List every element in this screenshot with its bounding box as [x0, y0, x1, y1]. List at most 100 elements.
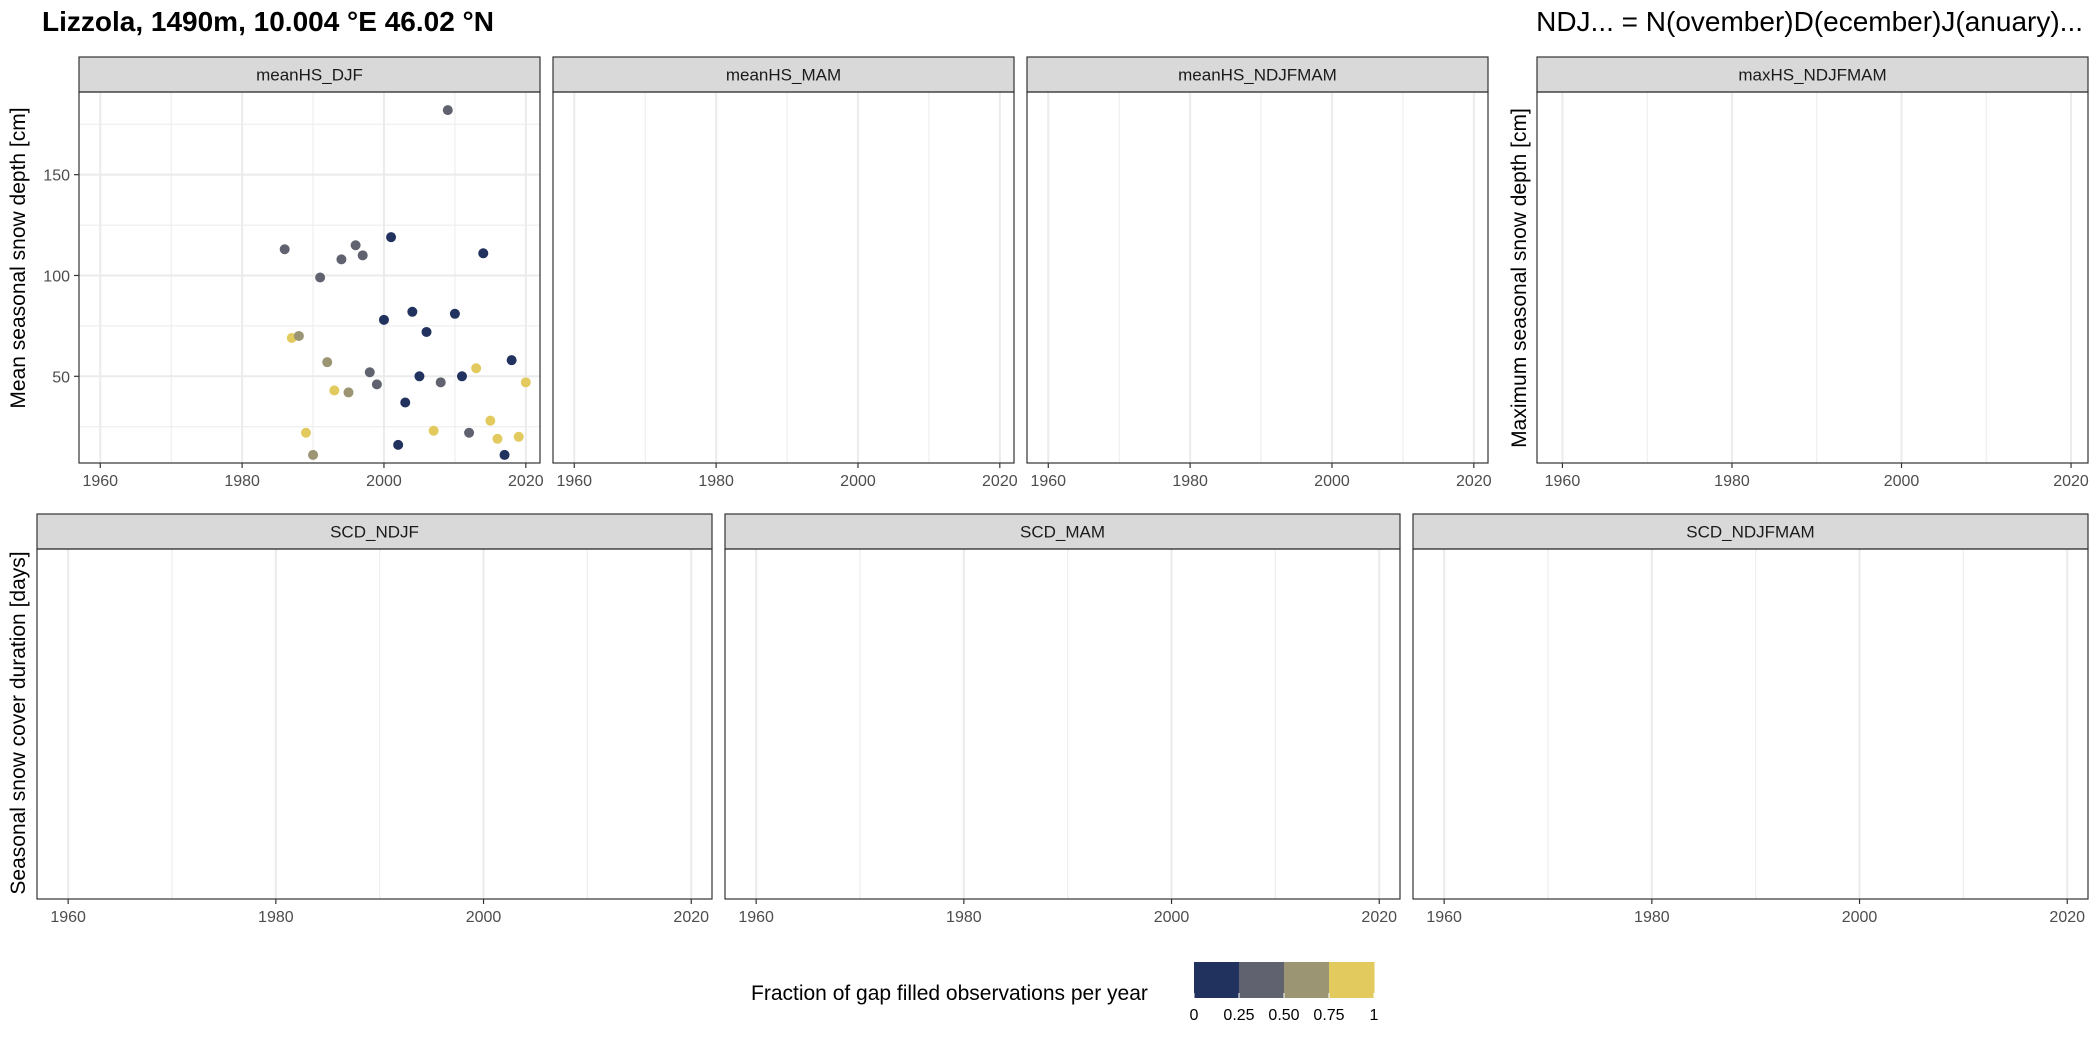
x-tick-label: 2000 [1884, 473, 1920, 490]
x-tick-label: 1960 [1426, 909, 1462, 926]
x-tick-label: 2020 [508, 473, 544, 490]
data-point [520, 377, 531, 388]
x-tick-label: 2020 [2049, 909, 2085, 926]
data-point [300, 427, 311, 438]
data-point [414, 371, 425, 382]
legend-color-bin [1329, 962, 1375, 998]
panel-background [553, 92, 1014, 463]
panel-scd-ndjfmam: SCD_NDJFMAM 1960 1980 2000 2020 [1412, 513, 2089, 926]
facet-strip-label: SCD_MAM [1020, 523, 1105, 542]
facet-strip [552, 56, 1015, 93]
panel-border [1412, 548, 2089, 900]
data-point [407, 306, 418, 317]
data-point [293, 330, 304, 341]
facet-strip [78, 56, 541, 93]
panel-background [1537, 92, 2088, 463]
panel-scd-mam: SCD_MAM 1960 1980 2000 2020 [724, 513, 1401, 926]
chart-title: Lizzola, 1490m, 10.004 °E 46.02 °N [42, 6, 494, 37]
panel-border [724, 548, 1401, 900]
data-point [421, 326, 432, 337]
data-point [506, 355, 517, 366]
panel-background [79, 92, 540, 463]
x-tick-label: 1980 [224, 473, 260, 490]
x-tick-label: 1980 [946, 909, 982, 926]
x-tick-label: 1960 [738, 909, 774, 926]
legend-color-bin [1239, 962, 1285, 998]
data-point [513, 431, 524, 442]
panel-meanhs-djf: meanHS_DJF 1960 1980 2000 2020 50 100 150 [43, 56, 544, 490]
panel-background [1027, 92, 1488, 463]
legend-tick-label: 0.50 [1268, 1007, 1299, 1024]
data-point [400, 397, 411, 408]
legend-color-bin [1284, 962, 1330, 998]
data-point [308, 449, 319, 460]
x-tick-label: 1980 [1714, 473, 1750, 490]
x-tick-label: 1980 [258, 909, 294, 926]
x-tick-label: 1980 [1172, 473, 1208, 490]
panel-background [37, 549, 712, 899]
data-point [378, 314, 389, 325]
y-tick-label: 150 [43, 168, 70, 185]
x-tick-label: 2020 [1456, 473, 1492, 490]
data-point [492, 433, 503, 444]
facet-strip-label: SCD_NDJF [330, 523, 419, 542]
facet-strip [724, 513, 1401, 550]
data-point [393, 439, 404, 450]
facet-strip [1536, 56, 2089, 93]
facet-strip [1412, 513, 2089, 550]
data-point [329, 385, 340, 396]
panel-border [36, 548, 713, 900]
x-tick-label: 2000 [840, 473, 876, 490]
x-tick-label: 2000 [1314, 473, 1350, 490]
facet-strip [36, 513, 713, 550]
data-point [471, 363, 482, 374]
x-tick-label: 2000 [1842, 909, 1878, 926]
panel-maxhs-ndjfmam: maxHS_NDJFMAM 1960 1980 2000 2020 [1536, 56, 2089, 490]
data-point [386, 232, 397, 243]
legend-title: Fraction of gap filled observations per … [751, 982, 1148, 1005]
facet-strip-label: SCD_NDJFMAM [1686, 523, 1814, 542]
facet-strip-label: meanHS_DJF [256, 66, 363, 85]
panel-border [552, 91, 1015, 464]
x-tick-label: 2020 [982, 473, 1018, 490]
data-point [449, 308, 460, 319]
data-point [435, 377, 446, 388]
data-point [442, 105, 453, 116]
x-tick-label: 1980 [1634, 909, 1670, 926]
x-tick-label: 1960 [50, 909, 86, 926]
x-tick-label: 2020 [2053, 473, 2089, 490]
y-tick-label: 100 [43, 268, 70, 285]
x-tick-label: 1960 [1545, 473, 1581, 490]
panel-meanhs-mam: meanHS_MAM 1960 1980 2000 2020 [552, 56, 1018, 490]
data-point [343, 387, 354, 398]
panel-border [78, 91, 541, 464]
data-point [478, 248, 489, 259]
panel-background [725, 549, 1400, 899]
x-tick-label: 2000 [1154, 909, 1190, 926]
x-tick-label: 1960 [1030, 473, 1066, 490]
x-tick-label: 2020 [673, 909, 709, 926]
data-point [499, 449, 510, 460]
panel-border [1536, 91, 2089, 464]
data-point [322, 357, 333, 368]
legend-tick-label: 0.25 [1223, 1007, 1254, 1024]
legend-tick-label: 1 [1370, 1007, 1379, 1024]
panel-border [1026, 91, 1489, 464]
facet-strip-label: meanHS_MAM [726, 66, 841, 85]
legend-color-bin [1194, 962, 1240, 998]
x-tick-label: 1980 [698, 473, 734, 490]
data-point [485, 415, 496, 426]
panel-meanhs-ndjfmam: meanHS_NDJFMAM 1960 1980 2000 2020 [1026, 56, 1492, 490]
data-point [428, 425, 439, 436]
facet-strip-label: maxHS_NDJFMAM [1738, 66, 1886, 85]
facet-strip [1026, 56, 1489, 93]
legend-tick-label: 0 [1190, 1007, 1199, 1024]
x-tick-label: 2020 [1361, 909, 1397, 926]
data-point [456, 371, 467, 382]
data-point [371, 379, 382, 390]
legend: 0 0.25 0.50 0.75 1 [1190, 962, 1379, 1024]
y-tick-label: 50 [52, 369, 70, 386]
abbreviation-note: NDJ... = N(ovember)D(ecember)J(anuary)..… [1536, 6, 2083, 37]
data-point [315, 272, 326, 283]
